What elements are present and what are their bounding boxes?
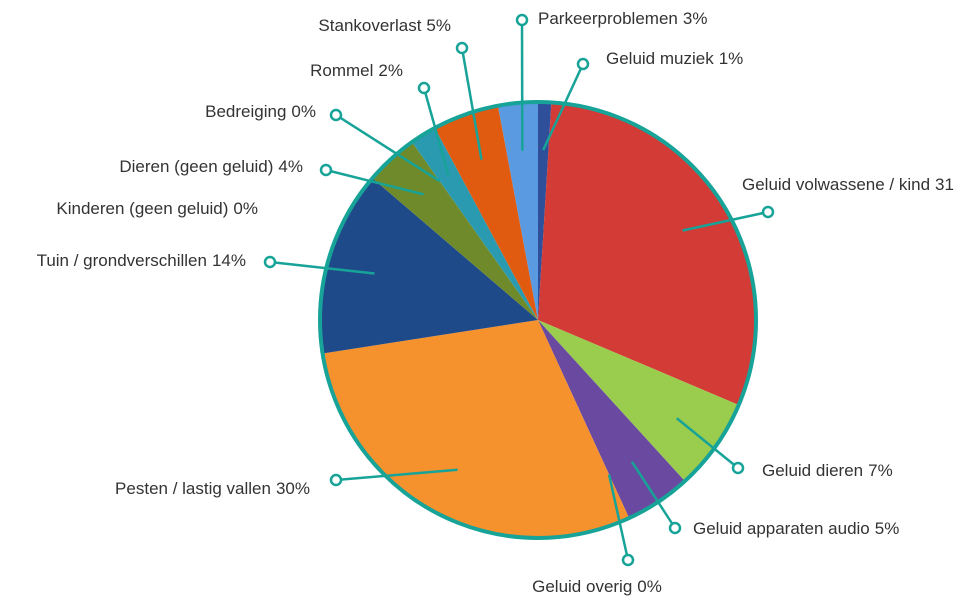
data-label: Geluid volwassene / kind 31% [742, 175, 954, 194]
leader-line [682, 210, 769, 232]
leader-marker [731, 461, 745, 475]
data-label: Geluid dieren 7% [762, 461, 893, 480]
label-value: 4% [278, 157, 303, 176]
pie-slice [372, 142, 538, 320]
leader-line [335, 468, 458, 482]
label-value: 0% [637, 577, 662, 596]
data-label: Geluid muziek 1% [606, 49, 743, 68]
pie-slice [320, 178, 538, 354]
leader-marker [417, 81, 431, 95]
leader-line [607, 474, 630, 561]
pie-slice [434, 105, 538, 321]
leader-marker [329, 108, 343, 122]
leader-line [460, 47, 483, 160]
data-label: Geluid apparaten audio 5% [693, 519, 899, 538]
label-value: 5% [426, 16, 451, 35]
leader-line [675, 417, 739, 469]
label-category: Rommel [310, 61, 373, 80]
label-value: 14% [212, 251, 246, 270]
leader-marker [329, 473, 343, 487]
data-label: Tuin / grondverschillen 14% [37, 251, 246, 270]
data-label: Dieren (geen geluid) 4% [119, 157, 303, 176]
data-label: Rommel 2% [310, 61, 403, 80]
leader-line [269, 260, 375, 275]
data-label: Stankoverlast 5% [318, 16, 451, 35]
pie-slice [412, 127, 538, 321]
leader-marker [263, 255, 277, 269]
leader-line [335, 113, 441, 183]
leader-marker [515, 13, 529, 27]
leader-line [542, 63, 585, 151]
label-category: Pesten / lastig vallen [115, 479, 271, 498]
leader-marker [668, 521, 682, 535]
label-value: 31% [935, 175, 954, 194]
label-value: 1% [719, 49, 744, 68]
label-category: Stankoverlast [318, 16, 421, 35]
label-value: 5% [875, 519, 900, 538]
data-label: Kinderen (geen geluid) 0% [56, 199, 258, 218]
leader-marker [621, 553, 635, 567]
leader-line [325, 168, 424, 196]
label-category: Geluid overig [532, 577, 632, 596]
leader-marker [319, 163, 333, 177]
pie-border [318, 100, 758, 540]
label-category: Bedreiging [205, 102, 286, 121]
label-category: Geluid volwassene / kind [742, 175, 930, 194]
pie-slice [322, 320, 630, 538]
leader-line [630, 461, 677, 529]
label-value: 3% [683, 9, 708, 28]
label-category: Dieren (geen geluid) [119, 157, 273, 176]
label-category: Geluid muziek [606, 49, 714, 68]
leader-marker [455, 41, 469, 55]
label-value: 0% [233, 199, 258, 218]
pie-slice [538, 320, 739, 482]
data-label: Geluid overig 0% [532, 577, 662, 596]
label-value: 7% [868, 461, 893, 480]
data-label: Pesten / lastig vallen 30% [115, 479, 310, 498]
leader-marker [576, 57, 590, 71]
pie-slice [497, 102, 538, 320]
pie-slice [538, 102, 552, 320]
label-value: 2% [378, 61, 403, 80]
label-category: Geluid apparaten audio [693, 519, 870, 538]
label-value: 30% [276, 479, 310, 498]
leader-marker [761, 205, 775, 219]
data-label: Parkeerproblemen 3% [538, 9, 707, 28]
label-category: Parkeerproblemen [538, 9, 678, 28]
data-label: Bedreiging 0% [205, 102, 316, 121]
label-value: 0% [291, 102, 316, 121]
label-category: Tuin / grondverschillen [37, 251, 207, 270]
label-category: Geluid dieren [762, 461, 863, 480]
pie-slice [538, 320, 685, 519]
label-category: Kinderen (geen geluid) [56, 199, 228, 218]
leader-line [422, 87, 450, 176]
